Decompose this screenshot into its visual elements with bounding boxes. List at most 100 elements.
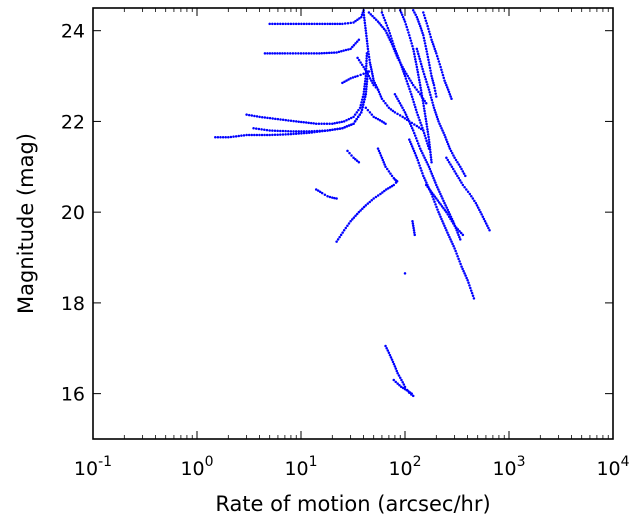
data-point [359,73,362,77]
data-point [385,31,388,35]
data-point [486,224,489,228]
data-point [380,156,384,159]
data-point [459,231,463,235]
data-point [331,128,334,131]
data-point [428,33,432,36]
data-point [448,213,452,216]
data-point [362,87,366,91]
data-point [408,138,411,141]
data-point [343,126,346,129]
data-point [424,114,427,118]
data-point [410,95,414,99]
data-point [362,16,366,19]
data-point [408,33,411,37]
data-point [459,262,462,266]
data-point [318,22,321,26]
data-point [364,204,368,207]
data-point [360,13,364,17]
x-tick-label: 103 [492,454,525,480]
data-point [443,79,446,82]
data-point [487,226,490,230]
data-point [465,188,468,191]
data-point [379,23,383,27]
data-point [268,133,271,137]
data-point [229,135,233,139]
data-point [456,174,459,178]
data-point [376,88,380,91]
data-point [335,240,338,243]
data-point [411,394,415,398]
data-point [423,109,426,113]
data-point [281,52,284,55]
data-point [385,104,389,107]
data-point [234,135,238,138]
data-point [371,14,374,18]
data-point [419,86,422,89]
data-point [363,95,367,99]
data-point [413,52,416,56]
data-point [352,216,356,219]
data-point [315,52,318,55]
data-point [268,52,272,55]
data-point [423,42,427,45]
data-point [437,60,441,63]
data-point [343,22,347,25]
data-point [384,102,387,105]
data-point [371,81,374,85]
data-point [302,121,305,124]
data-point [439,215,442,218]
data-point [460,181,463,184]
data-point [370,79,373,82]
data-point [354,19,357,23]
data-point [438,213,441,216]
data-point [425,139,428,143]
data-point [382,99,385,103]
data-point [353,113,357,116]
data-point [352,115,355,119]
data-point [403,74,407,78]
data-point [310,22,314,26]
data-point [468,192,472,196]
data-point [294,130,298,133]
data-point [421,151,424,155]
data-point [440,68,443,71]
data-point [362,205,366,209]
data-point [443,201,446,205]
data-point [425,125,429,128]
data-point [428,143,431,146]
data-point [354,214,357,218]
data-point [376,20,380,23]
data-point [467,281,470,285]
data-point [442,131,445,135]
data-point [397,56,400,60]
data-point [469,289,473,292]
data-point [458,179,462,182]
data-point [462,269,465,273]
data-point [382,27,386,31]
data-point [452,154,455,157]
data-point [331,196,334,199]
data-point [377,90,381,94]
data-point [383,19,387,22]
data-point [333,196,336,200]
data-point [382,121,385,124]
data-point [365,62,368,65]
data-point [304,52,308,55]
data-point [299,52,303,55]
data-point [419,60,422,63]
data-point [454,172,458,175]
data-point [317,122,321,125]
data-point [263,116,267,119]
data-point [347,117,351,121]
data-point [409,39,413,42]
data-point [325,51,328,55]
data-point [417,55,421,58]
data-point [342,229,346,232]
data-point [424,179,427,182]
data-point [466,190,470,193]
data-point [420,65,424,68]
data-point [435,115,439,119]
data-point [358,106,362,110]
data-point [412,50,415,53]
data-point [347,222,351,225]
